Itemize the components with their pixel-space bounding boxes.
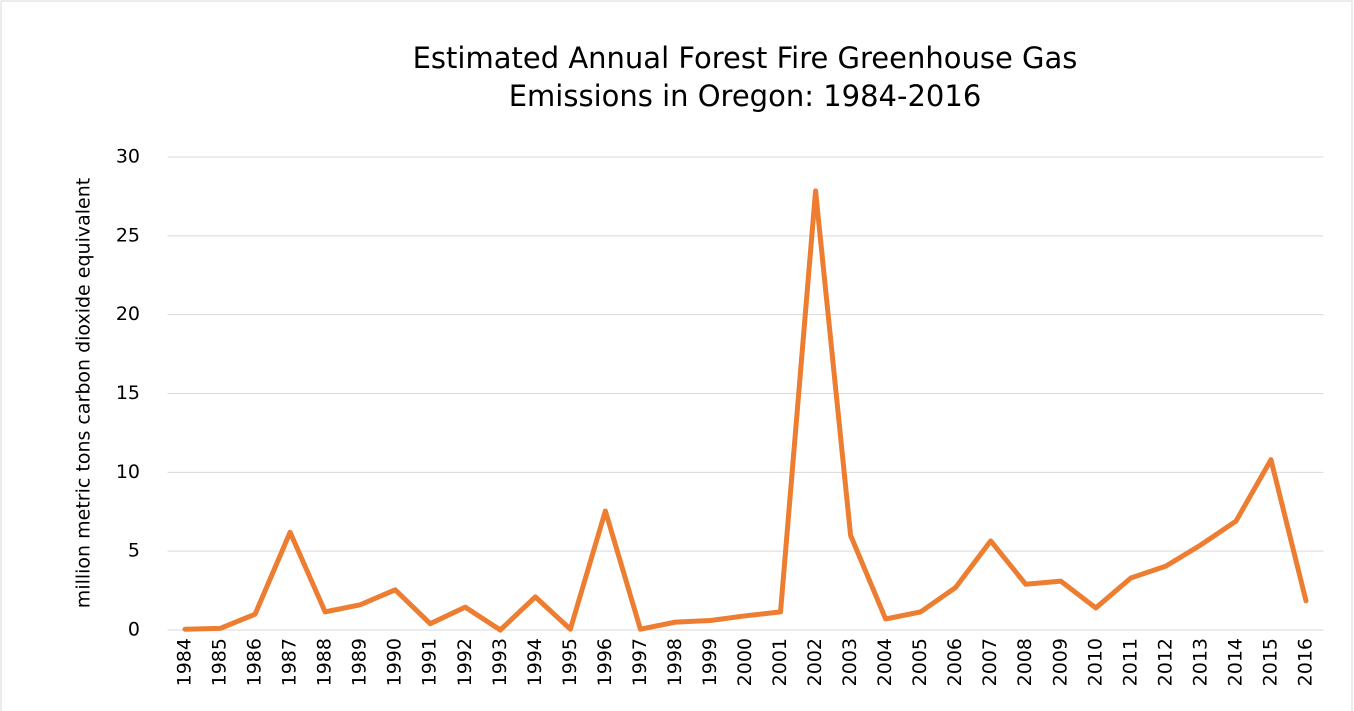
x-tick-label: 2015 — [1259, 638, 1281, 686]
x-tick-label: 1985 — [209, 638, 231, 686]
x-tick-label: 2002 — [804, 638, 826, 686]
x-tick-label: 1996 — [594, 638, 616, 686]
x-tick-label: 2010 — [1084, 638, 1106, 686]
chart-title: Emissions in Oregon: 1984-2016 — [509, 79, 982, 113]
x-tick-label: 1991 — [419, 638, 441, 686]
x-tick-label: 2000 — [734, 638, 756, 686]
y-tick-label: 5 — [128, 540, 140, 562]
x-tick-label: 2007 — [979, 638, 1001, 686]
y-tick-label: 0 — [128, 619, 140, 641]
x-tick-label: 2005 — [909, 638, 931, 686]
x-tick-label: 2003 — [839, 638, 861, 686]
x-tick-label: 1995 — [559, 638, 581, 686]
x-tick-label: 2016 — [1294, 638, 1316, 686]
x-tick-label: 2014 — [1224, 638, 1246, 686]
y-tick-label: 20 — [116, 303, 140, 325]
chart-title: Estimated Annual Forest Fire Greenhouse … — [413, 41, 1078, 75]
x-tick-label: 2011 — [1119, 638, 1141, 686]
x-tick-label: 1998 — [664, 638, 686, 686]
x-tick-label: 1997 — [629, 638, 651, 686]
y-tick-label: 30 — [116, 146, 140, 168]
x-tick-label: 1988 — [314, 638, 336, 686]
x-tick-label: 1984 — [174, 638, 196, 686]
x-tick-label: 1986 — [244, 638, 266, 686]
x-tick-label: 2006 — [944, 638, 966, 686]
x-tick-label: 2004 — [874, 638, 896, 686]
x-tick-label: 2009 — [1049, 638, 1071, 686]
x-tick-label: 1989 — [349, 638, 371, 686]
x-tick-label: 2012 — [1154, 638, 1176, 686]
x-tick-label: 2008 — [1014, 638, 1036, 686]
x-tick-label: 1992 — [454, 638, 476, 686]
y-tick-label: 15 — [116, 382, 140, 404]
x-tick-label: 1987 — [279, 638, 301, 686]
y-axis-label: million metric tons carbon dioxide equiv… — [73, 178, 95, 608]
x-tick-label: 1999 — [699, 638, 721, 686]
x-tick-label: 1990 — [384, 638, 406, 686]
y-tick-label: 10 — [116, 461, 140, 483]
y-tick-label: 25 — [116, 224, 140, 246]
x-tick-label: 2013 — [1189, 638, 1211, 686]
x-tick-label: 1994 — [524, 638, 546, 686]
data-line — [182, 188, 1309, 633]
x-tick-label: 2001 — [769, 638, 791, 686]
x-tick-label: 1993 — [489, 638, 511, 686]
